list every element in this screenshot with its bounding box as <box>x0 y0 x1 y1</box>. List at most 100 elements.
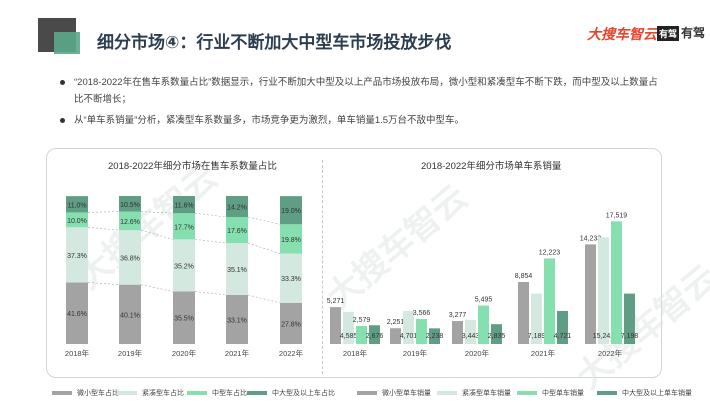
connector-line <box>247 216 281 225</box>
bar-large <box>429 328 440 344</box>
chart-title-share: 2018-2022年细分市场在售车系数量占比 <box>108 161 277 172</box>
x-tick-label: 2021年 <box>531 348 556 358</box>
data-label: 4,585 <box>340 333 358 340</box>
bar-mid <box>611 221 622 344</box>
chart-panel <box>46 148 662 378</box>
legend-swatch <box>247 391 267 395</box>
data-label: 33.3% <box>281 276 301 283</box>
connector-line <box>194 239 227 244</box>
data-label: 5,271 <box>327 298 345 305</box>
bar-segment-micro <box>119 284 141 344</box>
bar-segment-large <box>119 196 141 212</box>
bar-segment-compact <box>173 239 195 292</box>
data-label: 14.2% <box>227 205 247 212</box>
data-label: 17.6% <box>227 228 247 235</box>
bar-segment-compact <box>226 243 248 296</box>
x-tick-label: 2022年 <box>279 348 304 358</box>
legend-swatch <box>52 391 72 395</box>
x-tick-label: 2018年 <box>343 348 368 358</box>
data-label: 7,198 <box>621 333 639 340</box>
bar-compact <box>465 319 476 344</box>
bar-compact <box>403 311 414 344</box>
data-label: 10.5% <box>120 202 140 209</box>
bar-segment-large <box>280 196 302 225</box>
bar-segment-mid <box>226 217 248 244</box>
data-label: 35.5% <box>174 316 194 323</box>
legend-swatch <box>117 391 137 395</box>
x-tick-label: 2022年 <box>598 348 623 358</box>
connector-line <box>87 211 120 213</box>
legend-item-mid: 中型车占比 <box>187 388 247 398</box>
bar-segment-mid <box>173 213 195 240</box>
data-label: 2,579 <box>353 317 371 324</box>
partner-logo-text: 有驾 <box>681 26 706 40</box>
legend-item-large-sales: 中大型及以上单车销量 <box>597 388 692 398</box>
bar-segment-compact <box>66 227 88 283</box>
connector-line <box>140 211 174 214</box>
legend-swatch <box>437 391 457 395</box>
data-label: 2,238 <box>426 333 444 340</box>
chart-divider <box>322 160 323 374</box>
connector-line <box>87 226 120 231</box>
data-label: 19.0% <box>281 208 301 215</box>
bar-compact <box>598 237 609 344</box>
bar-large <box>369 325 380 344</box>
page-title: 细分市场④：行业不断加大中型车市场投放步伐 <box>97 33 452 52</box>
data-label: 3,277 <box>449 312 467 319</box>
bar-large <box>491 324 502 344</box>
bar-micro <box>585 244 596 344</box>
data-label: 40.1% <box>120 312 140 319</box>
summary-bullets: “2018-2022年在售车系数量占比”数据显示，行业不断加大中型及以上产品市场… <box>60 74 660 133</box>
data-label: 5,495 <box>475 297 493 304</box>
chart-title-sales: 2018-2022年细分市场单车系销量 <box>421 161 562 172</box>
share-chart: 41.6% 37.3% 10.0% 11.0% 2018年 40.1% 36.8% 12.6%… <box>65 196 304 358</box>
x-tick-label: 2020年 <box>172 348 197 358</box>
legend-item-compact: 紧凑型车占比 <box>117 388 184 398</box>
data-label: 19.8% <box>281 237 301 244</box>
legend-swatch <box>597 391 617 395</box>
data-label: 35.2% <box>174 263 194 270</box>
connector-line <box>194 212 227 218</box>
data-label: 11.0% <box>67 202 86 209</box>
data-label: 4,701 <box>400 333 418 340</box>
data-label: 4,721 <box>554 333 572 340</box>
legend-swatch <box>187 391 207 395</box>
data-label: 27.8% <box>281 321 301 328</box>
bar-mid <box>478 305 489 344</box>
connector-line <box>247 294 281 304</box>
connector-line <box>247 242 281 254</box>
data-label: 12,223 <box>539 249 561 256</box>
bar-segment-micro <box>280 302 302 344</box>
data-label: 14,233 <box>580 235 602 242</box>
bar-segment-compact <box>119 230 141 285</box>
bar-segment-micro <box>226 295 248 344</box>
connector-line <box>194 291 227 296</box>
data-label: 10.0% <box>67 218 87 225</box>
data-label: 11.6% <box>174 203 193 210</box>
bar-micro <box>330 307 341 344</box>
connector-line <box>87 282 120 285</box>
title-decoration-green <box>54 32 80 54</box>
data-label: 17.7% <box>174 224 194 231</box>
data-label: 33.1% <box>227 318 247 325</box>
legend-item-compact-sales: 紧凑型单车销量 <box>437 388 511 398</box>
data-label: 41.6% <box>67 311 87 318</box>
bar-mid <box>416 319 427 344</box>
data-label: 36.8% <box>120 255 140 262</box>
legend-swatch <box>517 391 537 395</box>
legend-item-large: 中大型及以上车占比 <box>247 388 335 398</box>
legend-item-micro-sales: 微小型单车销量 <box>357 388 431 398</box>
partner-logo: 有驾 有驾 <box>657 24 705 41</box>
bar-segment-mid <box>119 211 141 231</box>
bar-micro <box>390 328 401 344</box>
data-label: 7,189 <box>528 333 546 340</box>
bar-segment-micro <box>66 282 88 344</box>
bar-segment-large <box>173 196 195 214</box>
bar-segment-large <box>226 196 248 218</box>
data-label: 15,242 <box>593 333 615 340</box>
legend-item-mid-sales: 中型单车销量 <box>517 388 584 398</box>
data-label: 3,566 <box>413 310 431 317</box>
bar-mid <box>356 325 367 344</box>
bar-segment-micro <box>173 291 195 344</box>
data-label: 2,251 <box>387 319 405 326</box>
